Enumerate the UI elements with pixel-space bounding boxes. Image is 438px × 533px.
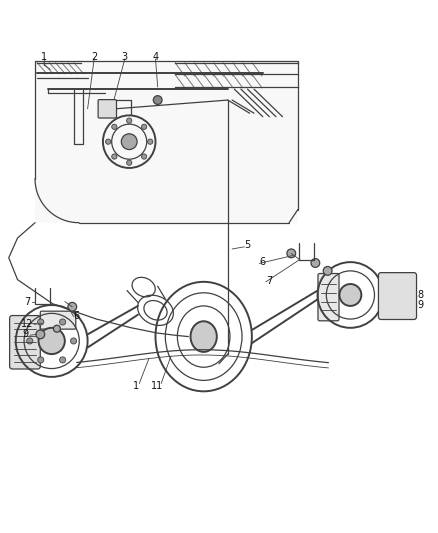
Circle shape bbox=[38, 319, 44, 325]
Text: 2: 2 bbox=[91, 52, 97, 62]
Circle shape bbox=[103, 104, 112, 113]
Circle shape bbox=[141, 154, 147, 159]
Circle shape bbox=[112, 124, 117, 130]
Text: 7: 7 bbox=[24, 296, 30, 306]
Text: 5: 5 bbox=[244, 240, 251, 251]
Text: 8: 8 bbox=[417, 290, 424, 300]
Circle shape bbox=[27, 338, 33, 344]
Text: 6: 6 bbox=[260, 257, 266, 267]
Circle shape bbox=[339, 284, 361, 306]
Circle shape bbox=[323, 266, 332, 275]
Text: 11: 11 bbox=[151, 381, 163, 391]
FancyBboxPatch shape bbox=[35, 61, 298, 223]
Text: 7: 7 bbox=[266, 276, 272, 286]
Circle shape bbox=[141, 124, 147, 130]
Circle shape bbox=[60, 357, 66, 363]
Circle shape bbox=[127, 118, 132, 123]
Circle shape bbox=[287, 249, 296, 258]
Circle shape bbox=[148, 139, 153, 144]
Text: 9: 9 bbox=[417, 300, 424, 310]
FancyBboxPatch shape bbox=[98, 100, 117, 118]
FancyBboxPatch shape bbox=[40, 311, 76, 329]
Circle shape bbox=[38, 357, 44, 363]
Circle shape bbox=[121, 134, 137, 150]
Text: 1: 1 bbox=[41, 52, 47, 62]
Circle shape bbox=[36, 330, 45, 339]
Circle shape bbox=[112, 154, 117, 159]
Circle shape bbox=[127, 160, 132, 165]
Circle shape bbox=[71, 338, 77, 344]
Circle shape bbox=[106, 139, 111, 144]
Circle shape bbox=[153, 96, 162, 104]
Text: 3: 3 bbox=[122, 52, 128, 62]
FancyBboxPatch shape bbox=[378, 273, 417, 319]
Circle shape bbox=[53, 325, 60, 332]
Circle shape bbox=[39, 328, 65, 354]
Circle shape bbox=[68, 302, 77, 311]
FancyBboxPatch shape bbox=[10, 316, 40, 369]
Text: 4: 4 bbox=[152, 52, 159, 62]
Text: 9: 9 bbox=[22, 329, 28, 340]
Text: 6: 6 bbox=[74, 311, 80, 320]
Circle shape bbox=[311, 259, 320, 268]
FancyBboxPatch shape bbox=[318, 273, 339, 321]
Text: 12: 12 bbox=[21, 319, 33, 329]
Circle shape bbox=[60, 319, 66, 325]
Ellipse shape bbox=[191, 321, 217, 352]
Text: 1: 1 bbox=[133, 381, 139, 391]
